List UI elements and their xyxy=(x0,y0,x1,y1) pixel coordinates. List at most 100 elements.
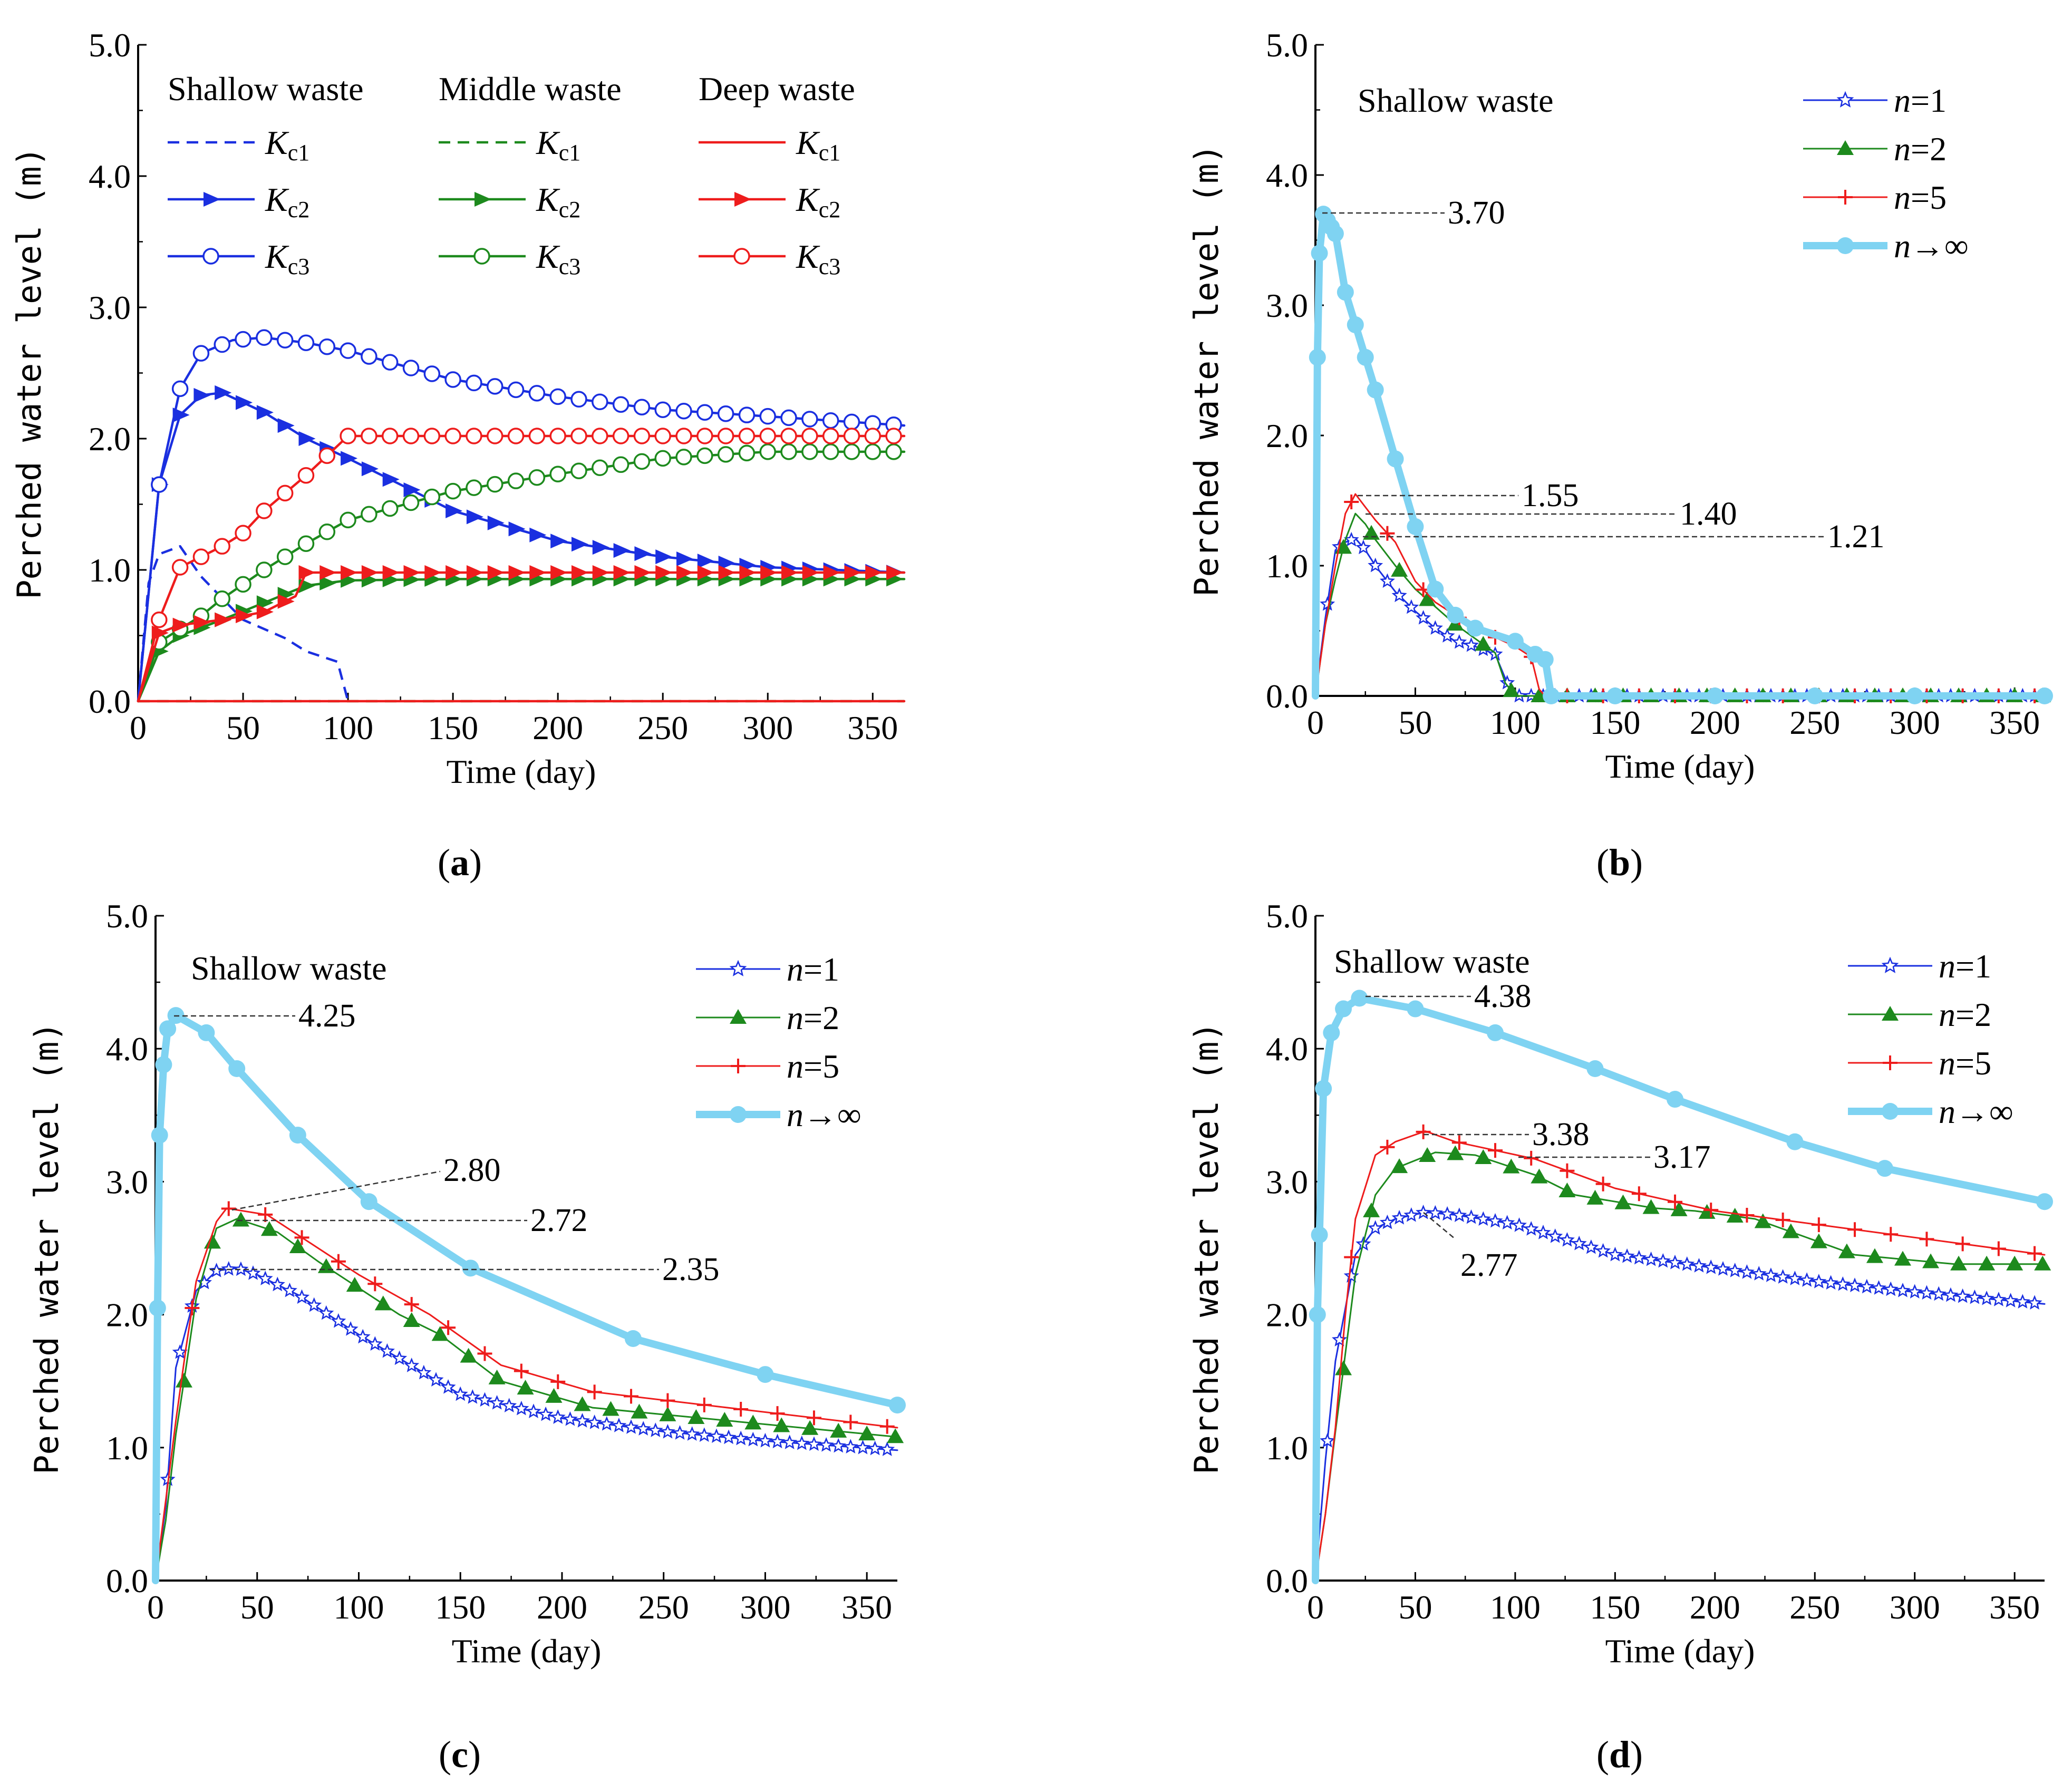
data-point-marker xyxy=(844,565,861,580)
data-point-marker xyxy=(466,428,482,444)
series-b-1 xyxy=(1314,512,2051,702)
data-point-marker xyxy=(1503,1158,1520,1174)
data-point-marker xyxy=(709,1428,724,1443)
data-point-marker xyxy=(192,345,210,362)
y-tick-label: 3.0 xyxy=(1266,1163,1308,1200)
data-point-marker xyxy=(1838,1243,1855,1258)
data-point-marker xyxy=(256,561,273,578)
data-point-marker xyxy=(1607,1246,1623,1262)
x-tick-label: 200 xyxy=(1690,704,1740,741)
series-a-8 xyxy=(137,428,906,703)
data-point-marker xyxy=(1739,1264,1755,1279)
data-point-marker xyxy=(2015,1294,2030,1309)
data-point-marker xyxy=(1715,1261,1731,1276)
data-point-marker xyxy=(1883,1055,1897,1070)
data-point-marker xyxy=(655,549,673,565)
data-point-marker xyxy=(822,428,839,444)
data-point-marker xyxy=(1706,687,1724,704)
data-point-marker xyxy=(1427,620,1443,635)
legend-label: n=1 xyxy=(787,951,839,988)
data-point-marker xyxy=(1323,1024,1340,1041)
data-point-marker xyxy=(1416,1124,1431,1139)
data-point-marker xyxy=(361,428,377,444)
data-point-marker xyxy=(1407,518,1424,535)
x-axis-title: Time (day) xyxy=(1605,1632,1755,1670)
data-point-marker xyxy=(570,462,587,480)
data-point-marker xyxy=(298,565,316,580)
data-point-marker xyxy=(633,453,651,470)
data-point-marker xyxy=(1335,1000,1352,1018)
y-tick-label: 1.0 xyxy=(1266,1429,1308,1467)
data-point-marker xyxy=(488,1369,506,1384)
data-point-marker xyxy=(2027,1246,2042,1261)
data-point-marker xyxy=(1806,687,1824,704)
x-tick-label: 100 xyxy=(333,1588,384,1626)
data-point-marker xyxy=(198,1024,215,1041)
x-tick-label: 300 xyxy=(740,1588,790,1626)
data-point-marker xyxy=(843,413,860,431)
data-point-marker xyxy=(696,428,713,444)
data-point-marker xyxy=(2003,1293,2019,1307)
data-point-marker xyxy=(1782,1223,1799,1238)
data-point-marker xyxy=(1726,1207,1744,1223)
data-point-marker xyxy=(1667,1254,1683,1270)
legend-label: Kc3 xyxy=(796,238,840,279)
x-tick-label: 350 xyxy=(1989,1588,2040,1626)
data-point-marker xyxy=(1871,1280,1887,1295)
data-point-marker xyxy=(487,515,505,530)
x-tick-label: 50 xyxy=(226,709,260,747)
data-point-marker xyxy=(245,1265,261,1280)
data-point-marker xyxy=(276,548,294,565)
data-point-marker xyxy=(718,565,735,580)
data-point-marker xyxy=(528,469,546,486)
data-point-marker xyxy=(660,1423,675,1439)
data-point-marker xyxy=(801,1420,819,1435)
panel-letter-a: (a) xyxy=(438,841,482,884)
data-point-marker xyxy=(1595,1243,1611,1258)
x-tick-label: 100 xyxy=(1490,704,1541,741)
data-point-marker xyxy=(549,388,566,405)
data-point-marker xyxy=(1558,1183,1576,1198)
data-point-marker xyxy=(1763,1267,1779,1282)
data-point-marker xyxy=(318,524,336,540)
data-point-marker xyxy=(550,1409,566,1424)
data-point-marker xyxy=(340,342,356,359)
data-point-marker xyxy=(738,428,756,444)
data-point-marker xyxy=(1351,990,1368,1007)
data-point-marker xyxy=(688,1409,705,1425)
data-point-marker xyxy=(623,1419,639,1434)
data-point-marker xyxy=(1643,1251,1659,1266)
data-point-marker xyxy=(1419,591,1436,606)
data-point-marker xyxy=(1835,1276,1851,1291)
data-point-marker xyxy=(235,525,251,542)
data-point-marker xyxy=(545,1388,563,1403)
data-point-marker xyxy=(233,1261,249,1276)
data-point-marker xyxy=(592,540,609,555)
y-tick-label: 3.0 xyxy=(89,289,131,326)
data-point-marker xyxy=(306,1297,322,1312)
series-d-2 xyxy=(1314,1124,2046,1582)
data-point-marker xyxy=(879,1419,895,1434)
data-point-marker xyxy=(716,1412,733,1427)
legend-group-title: Deep waste xyxy=(699,70,855,108)
x-tick-label: 150 xyxy=(435,1588,486,1626)
data-point-marker xyxy=(1595,1176,1611,1191)
data-point-marker xyxy=(843,428,860,444)
x-tick-label: 300 xyxy=(1890,704,1940,741)
data-point-marker xyxy=(355,1329,371,1344)
series-a-4 xyxy=(137,571,906,703)
data-point-marker xyxy=(592,428,608,444)
data-point-marker xyxy=(1838,190,1853,205)
data-point-marker xyxy=(1883,1281,1899,1296)
data-point-marker xyxy=(1403,1207,1419,1222)
data-point-marker xyxy=(696,1427,712,1442)
data-point-marker xyxy=(204,192,220,207)
data-point-marker xyxy=(624,1389,639,1404)
data-point-marker xyxy=(886,565,904,580)
data-point-marker xyxy=(1979,1291,1994,1305)
data-point-marker xyxy=(550,534,568,549)
data-point-marker xyxy=(1837,237,1854,254)
legend-label: n=2 xyxy=(1939,996,1991,1033)
data-point-marker xyxy=(340,428,356,444)
legend-label: n=2 xyxy=(1894,130,1947,168)
